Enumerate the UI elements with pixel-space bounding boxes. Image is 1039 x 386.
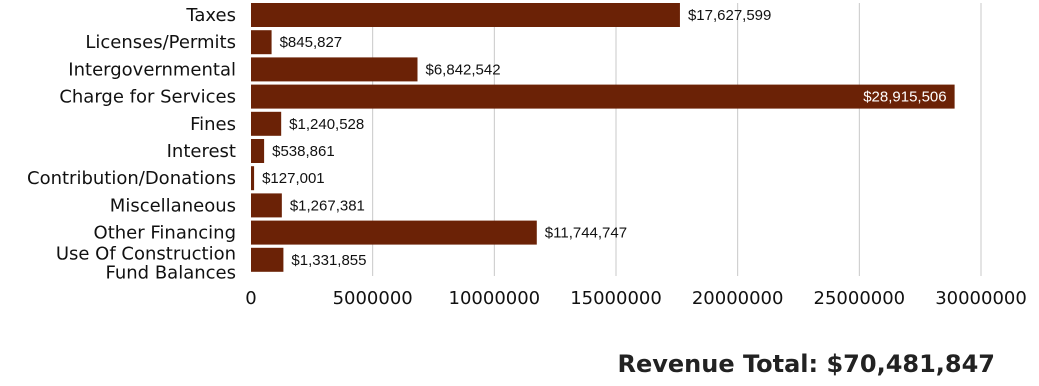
bar: [251, 247, 284, 272]
category-label: Taxes: [185, 5, 236, 26]
x-tick-label: 25000000: [814, 288, 906, 309]
bar: [251, 139, 265, 163]
x-tick-label: 10000000: [449, 288, 541, 309]
data-label: $11,744,747: [545, 225, 627, 242]
bar: [251, 57, 418, 82]
x-tick-label: 0: [245, 288, 256, 309]
category-label: Intergovernmental: [68, 59, 236, 80]
data-label: $538,861: [272, 143, 335, 160]
bar: [251, 30, 272, 55]
data-label: $127,001: [262, 170, 325, 187]
category-label: Other Financing: [94, 223, 236, 244]
revenue-bar-chart: Taxes Licenses/Permits Intergovernmental Ch…: [27, 3, 1027, 309]
category-label: Fund Balances: [106, 262, 237, 283]
category-label: Contribution/Donations: [27, 168, 236, 189]
x-tick-label: 30000000: [935, 288, 1027, 309]
data-label: $845,827: [280, 34, 343, 51]
bar: [251, 3, 680, 27]
category-label: Use Of Construction: [56, 243, 236, 264]
data-label: $1,331,855: [291, 252, 366, 269]
data-labels: $17,627,599 $845,827 $6,842,542 $28,915,506…: [262, 7, 947, 269]
category-label: Miscellaneous: [110, 195, 236, 216]
data-label: $1,267,381: [290, 197, 365, 214]
category-label: Charge for Services: [59, 87, 236, 108]
bar: [251, 220, 537, 245]
revenue-total: Revenue Total: $70,481,847: [617, 350, 995, 378]
category-label: Interest: [167, 141, 236, 162]
bars: [251, 3, 955, 272]
x-tick-label: 5000000: [333, 288, 413, 309]
data-label: $17,627,599: [688, 7, 771, 24]
category-labels: Taxes Licenses/Permits Intergovernmental Ch…: [27, 5, 236, 283]
bar: [251, 84, 955, 109]
category-label: Fines: [190, 114, 236, 135]
data-label: $28,915,506: [863, 89, 946, 106]
data-label: $6,842,542: [426, 61, 501, 78]
x-tick-label: 20000000: [692, 288, 784, 309]
data-label: $1,240,528: [289, 116, 364, 133]
bar: [251, 193, 282, 218]
bar: [251, 111, 282, 136]
category-label: Licenses/Permits: [85, 32, 236, 53]
x-axis-ticks: 0 5000000 10000000 15000000 20000000 25000000…: [245, 288, 1027, 309]
bar: [251, 166, 255, 191]
x-tick-label: 15000000: [570, 288, 662, 309]
